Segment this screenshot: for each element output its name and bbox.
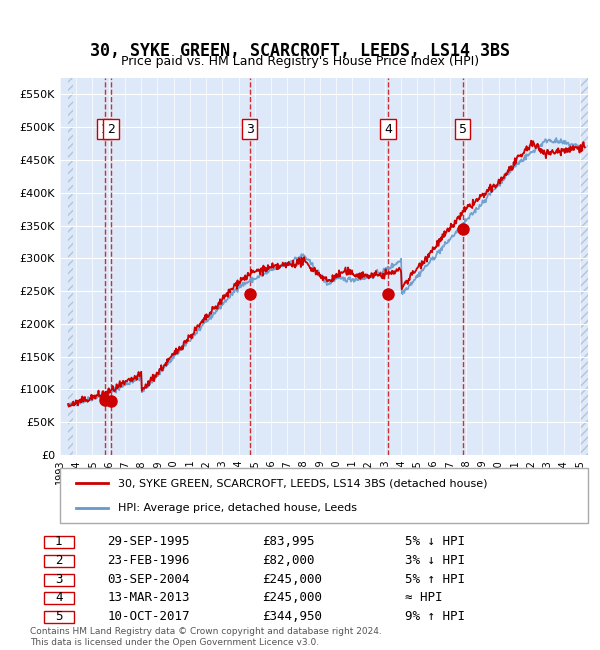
Text: 5% ↑ HPI: 5% ↑ HPI <box>406 573 466 586</box>
Text: 3% ↓ HPI: 3% ↓ HPI <box>406 554 466 567</box>
Text: 29-SEP-1995: 29-SEP-1995 <box>107 535 190 548</box>
Text: 3: 3 <box>245 123 254 136</box>
Text: 30, SYKE GREEN, SCARCROFT, LEEDS, LS14 3BS (detached house): 30, SYKE GREEN, SCARCROFT, LEEDS, LS14 3… <box>118 478 488 488</box>
Text: Contains HM Land Registry data © Crown copyright and database right 2024.
This d: Contains HM Land Registry data © Crown c… <box>30 627 382 647</box>
Text: 1: 1 <box>55 535 62 548</box>
FancyBboxPatch shape <box>44 574 74 586</box>
Text: Price paid vs. HM Land Registry's House Price Index (HPI): Price paid vs. HM Land Registry's House … <box>121 55 479 68</box>
Text: 5% ↓ HPI: 5% ↓ HPI <box>406 535 466 548</box>
Text: 9% ↑ HPI: 9% ↑ HPI <box>406 610 466 623</box>
Text: 10-OCT-2017: 10-OCT-2017 <box>107 610 190 623</box>
FancyBboxPatch shape <box>44 536 74 548</box>
Text: £82,000: £82,000 <box>262 554 314 567</box>
Text: 13-MAR-2013: 13-MAR-2013 <box>107 592 190 604</box>
FancyBboxPatch shape <box>44 611 74 623</box>
Text: 1: 1 <box>101 123 109 136</box>
Text: 4: 4 <box>55 592 62 604</box>
Bar <box>580 78 588 455</box>
Text: HPI: Average price, detached house, Leeds: HPI: Average price, detached house, Leed… <box>118 503 357 513</box>
FancyBboxPatch shape <box>44 593 74 605</box>
Text: 2: 2 <box>55 554 62 567</box>
Text: £83,995: £83,995 <box>262 535 314 548</box>
Text: ≈ HPI: ≈ HPI <box>406 592 443 604</box>
FancyBboxPatch shape <box>60 468 588 523</box>
Text: £245,000: £245,000 <box>262 592 322 604</box>
Text: 4: 4 <box>384 123 392 136</box>
Text: 5: 5 <box>458 123 467 136</box>
Text: 23-FEB-1996: 23-FEB-1996 <box>107 554 190 567</box>
Text: £344,950: £344,950 <box>262 610 322 623</box>
Text: 30, SYKE GREEN, SCARCROFT, LEEDS, LS14 3BS: 30, SYKE GREEN, SCARCROFT, LEEDS, LS14 3… <box>90 42 510 60</box>
Text: £245,000: £245,000 <box>262 573 322 586</box>
Text: 3: 3 <box>55 573 62 586</box>
FancyBboxPatch shape <box>44 555 74 567</box>
Text: 5: 5 <box>55 610 62 623</box>
Text: 03-SEP-2004: 03-SEP-2004 <box>107 573 190 586</box>
Bar <box>68 78 73 455</box>
Text: 2: 2 <box>107 123 115 136</box>
Bar <box>68 78 73 455</box>
